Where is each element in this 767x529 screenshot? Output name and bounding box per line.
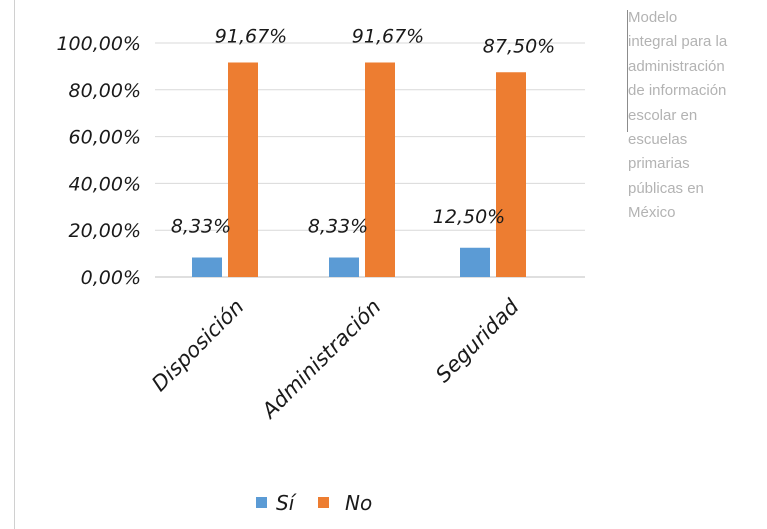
data-label: 12,50%	[433, 206, 505, 228]
bar-no	[365, 62, 395, 277]
caption-line: México	[628, 204, 676, 222]
left-border-line	[14, 0, 15, 529]
chart-bars	[192, 62, 526, 277]
caption-divider	[627, 10, 628, 132]
data-label: 8,33%	[308, 216, 368, 238]
bar-no	[496, 72, 526, 277]
caption-line: escolar en	[628, 106, 698, 124]
data-label: 8,33%	[171, 216, 231, 238]
x-tick-label: Disposición	[147, 295, 248, 396]
legend-label: No	[345, 491, 372, 515]
caption-line: Modelo	[628, 9, 678, 26]
x-tick-label: Administración	[256, 295, 386, 425]
y-axis-tick-labels: 0,00% 20,00% 40,00% 60,00% 80,00% 100,00%	[56, 33, 141, 289]
caption-line: públicas en	[628, 179, 704, 197]
y-tick-label: 40,00%	[69, 173, 141, 195]
caption-line: primarias	[628, 155, 690, 173]
bar-si	[329, 257, 359, 277]
caption-line: integral para la	[628, 33, 728, 51]
legend-swatch	[318, 497, 329, 508]
x-axis-category-labels: Disposición Administración Seguridad	[147, 294, 524, 424]
data-label: 91,67%	[352, 25, 424, 47]
bar-no	[228, 62, 258, 277]
y-tick-label: 80,00%	[69, 80, 141, 102]
caption-line: administración	[628, 57, 725, 75]
legend-label: Sí	[276, 491, 297, 515]
y-tick-label: 20,00%	[69, 220, 141, 242]
legend-swatch	[256, 497, 267, 508]
chart-data-labels: 8,33% 8,33% 12,50% 91,67% 91,67% 87,50%	[171, 25, 555, 237]
chart-legend: Sí No	[256, 491, 372, 515]
side-caption: Modelo integral para la administración d…	[628, 6, 767, 226]
y-tick-label: 60,00%	[69, 127, 141, 149]
y-tick-label: 0,00%	[81, 267, 141, 289]
bar-si	[460, 247, 490, 277]
bar-si	[192, 257, 222, 277]
caption-line: de información	[628, 82, 727, 100]
data-label: 87,50%	[483, 35, 555, 57]
y-tick-label: 100,00%	[56, 33, 141, 55]
data-label: 91,67%	[215, 25, 287, 47]
x-tick-label: Seguridad	[431, 294, 524, 387]
caption-line: escuelas	[628, 131, 688, 149]
